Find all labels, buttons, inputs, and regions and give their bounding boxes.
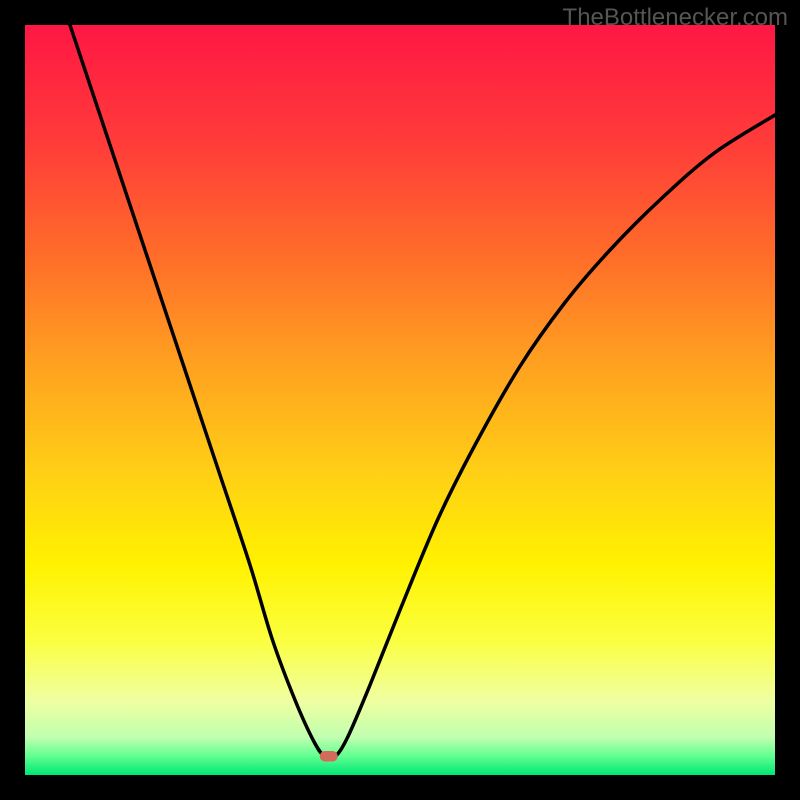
chart-container [0, 0, 800, 800]
optimal-point-marker [320, 751, 338, 762]
plot-gradient-background [25, 25, 775, 775]
watermark-text: TheBottlenecker.com [563, 4, 788, 32]
bottleneck-chart [0, 0, 800, 800]
